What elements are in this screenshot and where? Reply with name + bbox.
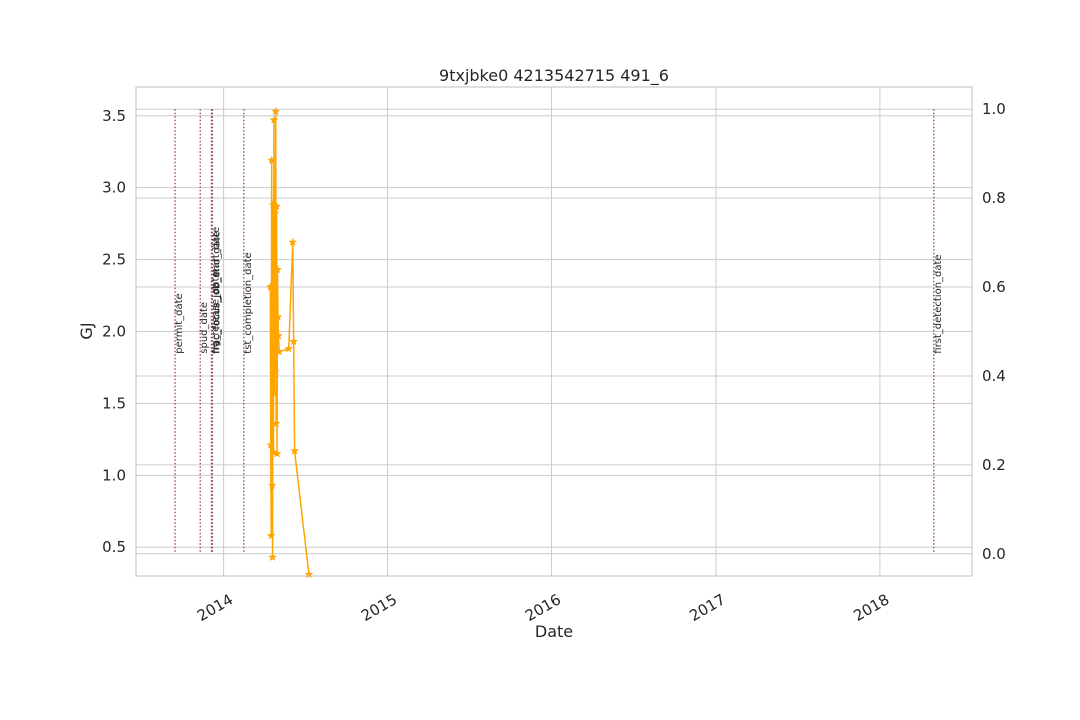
y2-tick-label: 0.0 (982, 545, 1006, 563)
event-line-label: frac_focus_job_start_date (211, 227, 222, 354)
y2-tick-label: 1.0 (982, 100, 1006, 118)
y-tick-label: 2.5 (102, 251, 126, 269)
y2-tick-label: 0.4 (982, 367, 1006, 385)
event-line-label: tst_completion_date (243, 252, 254, 353)
event-line-label: permit_date (174, 293, 185, 353)
y-tick-labels: 0.5 1.0 1.5 2.0 2.5 3.0 3.5 (102, 107, 126, 556)
event-line-label: rig_release_date (210, 271, 221, 353)
data-point (267, 480, 277, 490)
data-point (271, 106, 281, 116)
chart-title: 9txjbke0 4213542715 491_6 (439, 66, 669, 86)
x-tick-label: 2018 (850, 590, 892, 625)
x-tick-label: 2016 (522, 590, 564, 625)
x-axis-label: Date (535, 622, 573, 641)
x-tick-labels: 2014 2015 2016 2017 2018 (194, 590, 892, 625)
data-point (288, 237, 298, 247)
data-point (266, 531, 276, 540)
y-gridlines (136, 115, 972, 548)
series (265, 106, 314, 579)
x-tick-label: 2015 (358, 590, 400, 625)
y-axis-label: GJ (77, 322, 96, 339)
data-point (267, 155, 277, 165)
y2-tick-labels: 0.0 0.2 0.4 0.6 0.8 1.0 (982, 100, 1006, 563)
y-tick-label: 0.5 (102, 538, 126, 556)
x-tick-label: 2014 (194, 590, 236, 625)
y-tick-label: 1.0 (102, 466, 126, 484)
data-point (268, 552, 278, 562)
data-point (265, 282, 275, 291)
data-point (271, 418, 281, 428)
data-point (266, 440, 276, 449)
data-point (290, 446, 300, 455)
y-tick-label: 2.0 (102, 323, 126, 341)
data-point (272, 201, 282, 211)
data-point (270, 367, 280, 376)
event-lines: permit_date spud_date rig_release_datefrac… (174, 109, 944, 554)
y-tick-label: 3.0 (102, 179, 126, 197)
data-point (304, 569, 314, 579)
x-tick-label: 2017 (686, 590, 728, 625)
y-tick-label: 1.5 (102, 394, 126, 412)
y2-tick-label: 0.8 (982, 189, 1006, 207)
data-point (274, 346, 284, 356)
x-gridlines (223, 87, 881, 576)
event-line-label: spud_date (199, 302, 210, 354)
event-line-label: frac_focus_job_end_date (211, 231, 222, 354)
plot-frame (135, 86, 973, 577)
data-point (273, 264, 282, 274)
data-point (289, 336, 299, 346)
y2-tick-label: 0.2 (982, 456, 1006, 474)
y-tick-label: 3.5 (102, 107, 126, 125)
series-line (269, 110, 310, 575)
data-point (269, 115, 279, 124)
data-point (273, 312, 283, 321)
data-point (273, 331, 283, 340)
data-point (272, 449, 282, 458)
event-line-label: first_detection_date (933, 254, 944, 353)
data-point (269, 388, 279, 398)
data-point (284, 344, 294, 353)
data-point (270, 208, 280, 218)
y2-tick-label: 0.6 (982, 278, 1006, 296)
